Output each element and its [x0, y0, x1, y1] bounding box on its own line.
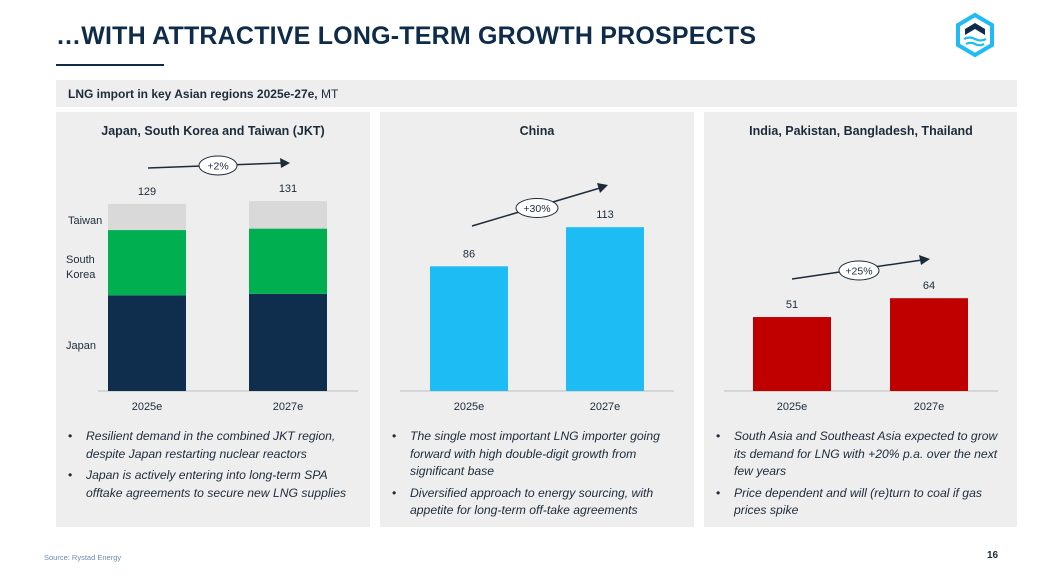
china-category-label-1: 2027e: [590, 401, 621, 413]
china-growth-badge: [515, 198, 559, 218]
south-asia-growth-arrowhead: [919, 255, 930, 265]
china-growth-arrowhead: [597, 183, 608, 193]
chart-header-band: LNG import in key Asian regions 2025e-27…: [56, 80, 1017, 107]
source-note: Source: Rystad Energy: [44, 553, 122, 562]
china-bullet-1: The single most important LNG importer g…: [388, 428, 688, 481]
jkt-bars: 129 2025e 131 2027e: [108, 183, 327, 413]
jkt-category-label-1: 2027e: [273, 401, 304, 413]
jkt-category-label-0: 2025e: [132, 401, 163, 413]
south-asia-value-label-1: 64: [923, 280, 935, 292]
south-asia-bullet-2: Price dependent and will (re)turn to coa…: [712, 485, 1011, 520]
south-asia-bullet-list: South Asia and Southeast Asia expected t…: [712, 428, 1011, 524]
south-asia-growth-label: +25%: [845, 266, 872, 278]
china-value-label-1: 113: [596, 209, 614, 221]
china-chart-title: China: [520, 124, 556, 138]
jkt-value-label-1: 131: [279, 183, 297, 195]
jkt-bar-taiwan-0: [108, 203, 186, 231]
jkt-bar-japan-0: [108, 295, 186, 391]
china-bullet-2: Diversified approach to energy sourcing,…: [388, 485, 688, 520]
jkt-series-label-south-korea-line1: South: [66, 254, 95, 266]
south-asia-value-label-0: 51: [786, 299, 798, 311]
jkt-series-label-south-korea-line2: Korea: [66, 269, 96, 281]
jkt-chart: Japan, South Korea and Taiwan (JKT) 129 2…: [66, 124, 358, 413]
chart-subtitle: LNG import in key Asian regions 2025e-27…: [68, 87, 318, 101]
china-value-label-0: 86: [463, 248, 475, 260]
china-growth-label: +30%: [523, 203, 550, 215]
china-bar-1: [566, 227, 644, 391]
south-asia-bar-0: [753, 317, 831, 391]
south-asia-category-label-0: 2025e: [777, 401, 808, 413]
south-asia-bullet-1: South Asia and Southeast Asia expected t…: [712, 428, 1011, 481]
china-bullet-list: The single most important LNG importer g…: [388, 428, 688, 524]
jkt-growth-badge: [198, 155, 238, 176]
south-asia-bars: 51 2025e 64 2027e: [753, 280, 968, 413]
jkt-growth-arrowhead: [280, 158, 290, 168]
jkt-bar-south-korea-1: [249, 228, 327, 294]
page-number: 16: [987, 550, 999, 561]
south-asia-chart-title: India, Pakistan, Bangladesh, Thailand: [749, 124, 973, 138]
south-asia-growth-badge: [838, 260, 880, 281]
china-chart: China 86 2025e 113 2027e +30%: [400, 124, 674, 413]
jkt-series-label-taiwan: Taiwan: [68, 215, 102, 227]
jkt-bar-japan-1: [249, 293, 327, 391]
jkt-bullet-1: Resilient demand in the combined JKT reg…: [64, 428, 364, 463]
jkt-chart-title: Japan, South Korea and Taiwan (JKT): [101, 124, 324, 138]
jkt-bar-south-korea-0: [108, 230, 186, 296]
panel-south-asia: India, Pakistan, Bangladesh, Thailand 51…: [704, 112, 1017, 527]
south-asia-chart: India, Pakistan, Bangladesh, Thailand 51…: [724, 124, 998, 413]
jkt-bullet-list: Resilient demand in the combined JKT reg…: [64, 428, 364, 506]
page-title: …WITH ATTRACTIVE LONG-TERM GROWTH PROSPE…: [56, 22, 757, 50]
china-bar-0: [430, 266, 508, 391]
chart-unit: MT: [317, 87, 339, 101]
jkt-bar-taiwan-1: [249, 201, 327, 229]
jkt-bullet-2: Japan is actively entering into long-ter…: [64, 467, 364, 502]
title-underline: [56, 64, 164, 66]
jkt-series-label-japan: Japan: [66, 340, 96, 352]
jkt-growth-label: +2%: [207, 161, 228, 173]
south-asia-category-label-1: 2027e: [914, 401, 945, 413]
china-category-label-0: 2025e: [454, 401, 485, 413]
panel-jkt: Japan, South Korea and Taiwan (JKT) 129 2…: [56, 112, 370, 527]
hexagon-wave-logo-icon: [956, 12, 994, 58]
south-asia-bar-1: [890, 298, 968, 391]
panel-china: China 86 2025e 113 2027e +30% The single mo…: [380, 112, 694, 527]
jkt-value-label-0: 129: [138, 186, 156, 198]
china-bars: 86 2025e 113 2027e: [430, 209, 644, 413]
